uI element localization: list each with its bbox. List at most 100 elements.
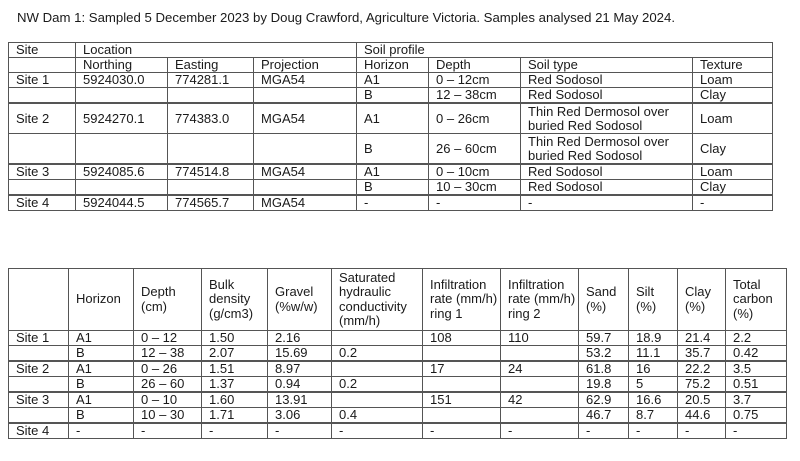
header-site: Site bbox=[8, 42, 76, 58]
cell-infiltration-ring-1 bbox=[422, 345, 501, 362]
cell-projection: MGA54 bbox=[252, 102, 358, 134]
cell-depth: - bbox=[428, 194, 522, 211]
cell-gravel: 8.97 bbox=[267, 360, 332, 377]
table-row: Site 2 5924270.1 774383.0 MGA54 A1 0 – 2… bbox=[8, 102, 774, 134]
header-infiltration-ring-2: Infiltration rate (mm/h) ring 2 bbox=[500, 268, 579, 331]
cell-site: Site 3 bbox=[8, 163, 76, 180]
cell-soil-type: - bbox=[520, 194, 694, 211]
cell-silt: - bbox=[628, 422, 678, 439]
header-infiltration-ring-1: Infiltration rate (mm/h) ring 1 bbox=[422, 268, 501, 331]
cell-horizon: A1 bbox=[356, 163, 430, 180]
soil-analysis-table: Horizon Depth (cm) Bulk density (g/cm3) … bbox=[8, 268, 787, 439]
header-sand: Sand (%) bbox=[578, 268, 629, 331]
cell-horizon: A1 bbox=[356, 72, 430, 88]
cell-soil-type: Red Sodosol bbox=[520, 72, 694, 88]
header-gravel: Gravel (%w/w) bbox=[267, 268, 332, 331]
header-blank bbox=[8, 57, 76, 73]
cell-texture: Clay bbox=[692, 87, 774, 104]
table-row: B 10 – 30 1.71 3.06 0.4 46.7 8.7 44.6 0.… bbox=[8, 407, 787, 424]
cell-depth: 26 – 60cm bbox=[428, 133, 522, 165]
cell-site bbox=[8, 407, 69, 424]
cell-northing bbox=[75, 179, 168, 196]
cell-clay: 21.4 bbox=[677, 330, 726, 346]
cell-easting: 774281.1 bbox=[167, 72, 254, 88]
cell-texture: Loam bbox=[692, 72, 774, 88]
cell-sand: 62.9 bbox=[578, 391, 629, 408]
cell-northing: 5924030.0 bbox=[75, 72, 168, 88]
header-texture: Texture bbox=[692, 57, 774, 73]
header-northing: Northing bbox=[75, 57, 168, 73]
cell-easting: 774383.0 bbox=[167, 102, 254, 134]
cell-projection bbox=[252, 179, 358, 196]
header-projection: Projection bbox=[252, 57, 358, 73]
cell-silt: 16 bbox=[628, 360, 678, 377]
header-easting: Easting bbox=[167, 57, 254, 73]
cell-easting bbox=[167, 179, 254, 196]
cell-depth: 0 – 12cm bbox=[428, 72, 522, 88]
cell-sand: 46.7 bbox=[578, 407, 629, 424]
cell-depth: 12 – 38 bbox=[133, 345, 202, 362]
header-silt: Silt (%) bbox=[628, 268, 678, 331]
cell-infiltration-ring-2 bbox=[500, 376, 579, 393]
cell-infiltration-ring-1 bbox=[422, 376, 501, 393]
header-bulk-density: Bulk density (g/cm3) bbox=[201, 268, 268, 331]
cell-saturated-hydraulic-conductivity: 0.2 bbox=[331, 345, 423, 362]
cell-silt: 11.1 bbox=[628, 345, 678, 362]
cell-site bbox=[8, 133, 76, 165]
cell-horizon: A1 bbox=[68, 330, 134, 346]
header-soil-profile: Soil profile bbox=[356, 42, 774, 58]
header-depth: Depth (cm) bbox=[133, 268, 202, 331]
cell-infiltration-ring-2: 110 bbox=[500, 330, 579, 346]
cell-site: Site 1 bbox=[8, 330, 69, 346]
cell-northing: 5924085.6 bbox=[75, 163, 168, 180]
cell-texture: Loam bbox=[692, 163, 774, 180]
cell-clay: 75.2 bbox=[677, 376, 726, 393]
table-row: B 10 – 30cm Red Sodosol Clay bbox=[8, 179, 774, 196]
table-row: Site 3 A1 0 – 10 1.60 13.91 151 42 62.9 … bbox=[8, 391, 787, 408]
cell-gravel: 2.16 bbox=[267, 330, 332, 346]
cell-projection: MGA54 bbox=[252, 72, 358, 88]
cell-gravel: 3.06 bbox=[267, 407, 332, 424]
cell-site: Site 3 bbox=[8, 391, 69, 408]
site-location-soil-profile-table: Site Location Soil profile Northing East… bbox=[8, 42, 774, 211]
cell-northing: 5924044.5 bbox=[75, 194, 168, 211]
cell-infiltration-ring-2 bbox=[500, 345, 579, 362]
cell-depth: 0 – 26cm bbox=[428, 102, 522, 134]
cell-depth: 10 – 30cm bbox=[428, 179, 522, 196]
cell-infiltration-ring-1: 17 bbox=[422, 360, 501, 377]
cell-texture: - bbox=[692, 194, 774, 211]
table-row: Site 3 5924085.6 774514.8 MGA54 A1 0 – 1… bbox=[8, 163, 774, 180]
cell-site bbox=[8, 179, 76, 196]
cell-depth: 0 – 10 bbox=[133, 391, 202, 408]
cell-sand: 19.8 bbox=[578, 376, 629, 393]
cell-total-carbon: - bbox=[725, 422, 787, 439]
cell-texture: Clay bbox=[692, 133, 774, 165]
header-total-carbon: Total carbon (%) bbox=[725, 268, 787, 331]
cell-silt: 5 bbox=[628, 376, 678, 393]
cell-soil-type: Red Sodosol bbox=[520, 87, 694, 104]
cell-total-carbon: 3.5 bbox=[725, 360, 787, 377]
table-row: B 12 – 38cm Red Sodosol Clay bbox=[8, 87, 774, 104]
cell-clay: 35.7 bbox=[677, 345, 726, 362]
table1-sub-header-row: Northing Easting Projection Horizon Dept… bbox=[8, 57, 774, 73]
cell-silt: 18.9 bbox=[628, 330, 678, 346]
cell-infiltration-ring-2: 42 bbox=[500, 391, 579, 408]
cell-bulk-density: 1.71 bbox=[201, 407, 268, 424]
cell-sand: 59.7 bbox=[578, 330, 629, 346]
cell-infiltration-ring-1: 108 bbox=[422, 330, 501, 346]
cell-horizon: B bbox=[356, 87, 430, 104]
cell-northing bbox=[75, 87, 168, 104]
cell-projection bbox=[252, 133, 358, 165]
cell-site: Site 2 bbox=[8, 102, 76, 134]
header-site bbox=[8, 268, 69, 331]
cell-gravel: 15.69 bbox=[267, 345, 332, 362]
cell-soil-type: Red Sodosol bbox=[520, 163, 694, 180]
cell-depth: 0 – 10cm bbox=[428, 163, 522, 180]
cell-bulk-density: 1.60 bbox=[201, 391, 268, 408]
cell-infiltration-ring-2: - bbox=[500, 422, 579, 439]
cell-depth: - bbox=[133, 422, 202, 439]
cell-depth: 0 – 26 bbox=[133, 360, 202, 377]
cell-total-carbon: 0.51 bbox=[725, 376, 787, 393]
cell-sand: 53.2 bbox=[578, 345, 629, 362]
cell-projection: MGA54 bbox=[252, 194, 358, 211]
